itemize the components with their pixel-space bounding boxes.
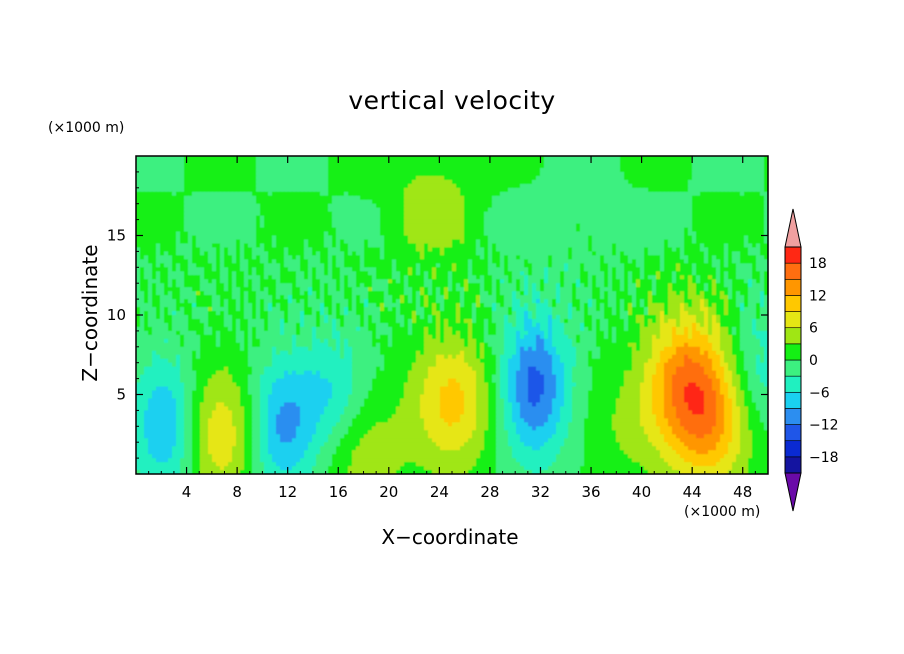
colorbar-band	[784, 343, 802, 361]
colorbar-band	[784, 246, 802, 264]
x-tick-label: 36	[581, 483, 600, 501]
y-tick-label: 10	[107, 306, 126, 324]
x-tick-label: 20	[379, 483, 398, 501]
colorbar-tick-label: 12	[809, 288, 827, 304]
colorbar-band	[784, 375, 802, 393]
colorbar-tick-label: −18	[809, 450, 839, 466]
x-tick-label: 16	[329, 483, 348, 501]
x-tick-label: 24	[430, 483, 449, 501]
x-axis-label: X−coordinate	[381, 525, 519, 549]
colorbar-tick-label: 6	[809, 321, 818, 337]
x-axis: 4 8 12 16 20 24 28 32 36 40 44 48	[148, 156, 756, 501]
colorbar-tick-label: 18	[809, 256, 827, 272]
y-axis: 5 10 15	[107, 171, 768, 459]
colorbar-band	[784, 440, 802, 458]
x-axis-multiplier: (×1000 m)	[684, 504, 761, 520]
colorbar-max-arrow	[784, 208, 802, 248]
colorbar-tick-label: 0	[809, 353, 818, 369]
x-tick-label: 48	[733, 483, 752, 501]
colorbar-band	[784, 424, 802, 442]
colorbar-band	[784, 359, 802, 377]
colorbar-tick-label: −12	[809, 418, 839, 434]
x-tick-label: 28	[480, 483, 499, 501]
colorbar-band	[784, 391, 802, 409]
velocity-field	[136, 156, 768, 474]
colorbar-band	[784, 311, 802, 329]
colorbar-min-arrow	[784, 472, 802, 512]
colorbar-band	[784, 262, 802, 280]
y-axis-multiplier: (×1000 m)	[48, 120, 125, 136]
x-tick-label: 32	[531, 483, 550, 501]
x-tick-label: 12	[278, 483, 297, 501]
x-tick-label: 44	[683, 483, 702, 501]
colorbar-band	[784, 295, 802, 312]
y-axis-label: Z−coordinate	[78, 244, 102, 382]
colorbar-band	[784, 408, 802, 425]
y-tick-label: 15	[107, 227, 126, 245]
y-tick-label: 5	[116, 386, 126, 404]
colorbar-tick-label: −6	[809, 385, 830, 401]
x-tick-label: 40	[632, 483, 651, 501]
chart-title: vertical velocity	[348, 86, 556, 115]
colorbar-band	[784, 327, 802, 345]
colorbar: 18 12 6 0 −6 −12 −18	[784, 208, 839, 512]
x-tick-label: 8	[232, 483, 242, 501]
x-tick-label: 4	[182, 483, 192, 501]
colorbar-band	[784, 456, 802, 474]
colorbar-band	[784, 278, 802, 296]
